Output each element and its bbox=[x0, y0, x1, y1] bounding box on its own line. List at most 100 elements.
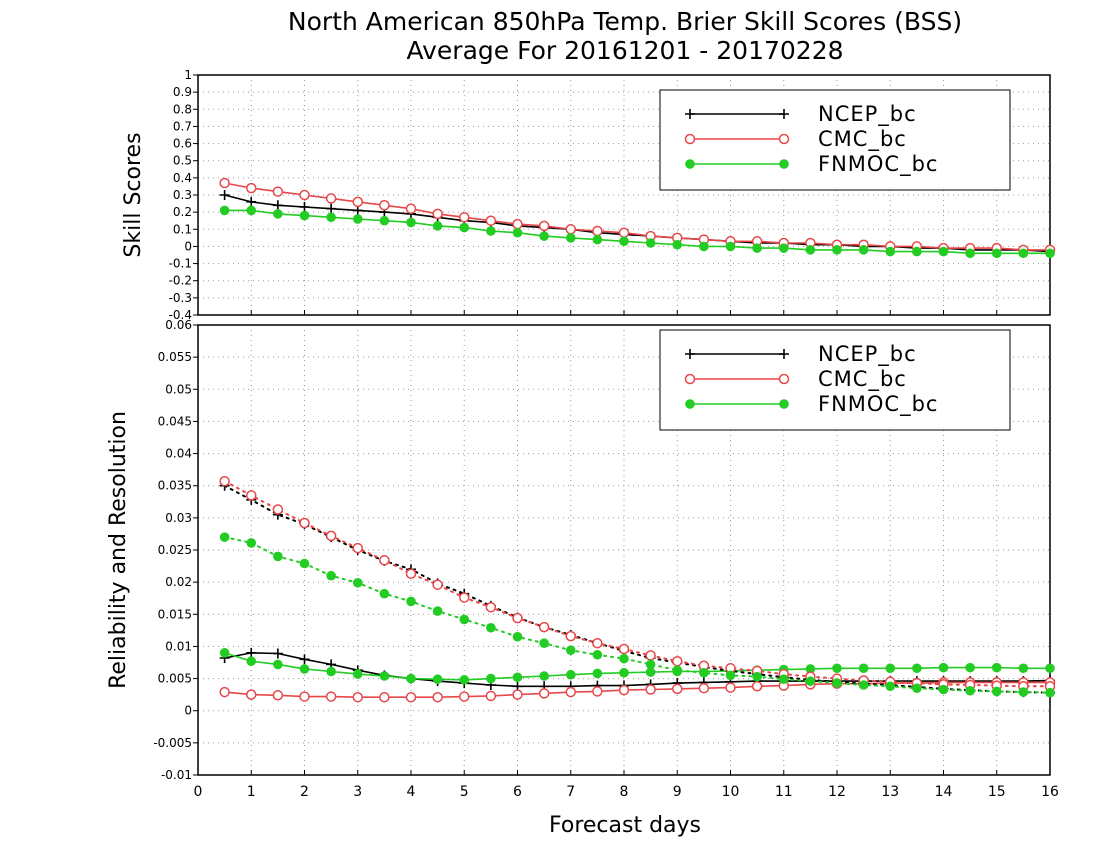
data-point bbox=[325, 530, 337, 542]
x-tick-label: 12 bbox=[828, 784, 846, 800]
data-point bbox=[832, 663, 842, 674]
data-point bbox=[299, 691, 310, 702]
legend-marker bbox=[685, 109, 695, 119]
series-cmc-bc-resolution bbox=[219, 475, 1056, 692]
data-point bbox=[299, 664, 310, 674]
data-point bbox=[379, 555, 390, 566]
data-point bbox=[885, 681, 896, 692]
x-tick-label: 4 bbox=[407, 784, 416, 800]
y-tick-label: 0.03 bbox=[165, 511, 192, 525]
y-tick-label: 0.04 bbox=[165, 447, 192, 461]
data-point bbox=[432, 221, 443, 231]
x-tick-label: 13 bbox=[881, 784, 899, 800]
data-point bbox=[326, 570, 336, 581]
x-tick-label: 3 bbox=[353, 784, 362, 800]
data-point bbox=[352, 577, 363, 588]
data-point bbox=[219, 177, 230, 189]
data-point bbox=[725, 670, 736, 681]
y-tick-label: 0.6 bbox=[173, 137, 192, 151]
data-point bbox=[273, 551, 283, 562]
legend-marker bbox=[685, 349, 695, 359]
data-point bbox=[326, 212, 336, 223]
data-point bbox=[912, 246, 922, 257]
data-point bbox=[406, 217, 416, 228]
data-point bbox=[912, 683, 922, 694]
data-point bbox=[273, 209, 283, 219]
data-point bbox=[512, 218, 523, 230]
data-point bbox=[751, 681, 763, 692]
data-point bbox=[805, 664, 816, 674]
data-point bbox=[592, 686, 603, 697]
legend-item: FNMOC_bc bbox=[685, 152, 938, 177]
data-point bbox=[246, 689, 257, 700]
y-tick-label: 0.015 bbox=[158, 607, 192, 621]
data-point bbox=[379, 588, 390, 599]
data-point bbox=[352, 196, 363, 208]
data-point bbox=[1045, 248, 1055, 259]
data-point bbox=[512, 227, 523, 238]
data-point bbox=[406, 596, 416, 607]
legend-label: NCEP_bc bbox=[818, 102, 917, 127]
y-tick-label: -0.1 bbox=[169, 257, 192, 271]
data-point bbox=[965, 685, 975, 696]
x-tick-label: 11 bbox=[775, 784, 793, 800]
data-point bbox=[219, 205, 230, 216]
y-tick-label: 0.05 bbox=[165, 382, 192, 396]
legend-item: NCEP_bc bbox=[685, 342, 917, 367]
data-point bbox=[486, 226, 496, 236]
series-line bbox=[223, 536, 1051, 694]
data-point bbox=[912, 663, 922, 674]
x-tick-label: 8 bbox=[620, 784, 629, 800]
data-point bbox=[619, 653, 629, 664]
data-point bbox=[592, 234, 603, 245]
y-tick-label: -0.005 bbox=[153, 736, 192, 750]
series-fnmoc-bc-reliability bbox=[219, 648, 1055, 685]
data-point bbox=[645, 659, 656, 670]
data-point bbox=[885, 663, 896, 674]
legend-label: NCEP_bc bbox=[818, 342, 917, 367]
data-point bbox=[485, 601, 497, 613]
legend-marker bbox=[778, 133, 790, 145]
y-axis-label: Skill Scores bbox=[121, 132, 146, 257]
x-tick-label: 5 bbox=[460, 784, 469, 800]
data-point bbox=[805, 676, 816, 686]
data-point bbox=[538, 220, 550, 232]
data-point bbox=[485, 690, 497, 702]
data-point bbox=[778, 674, 789, 685]
y-tick-label: 0.055 bbox=[158, 350, 192, 364]
data-point bbox=[459, 614, 470, 625]
data-point bbox=[379, 691, 390, 703]
data-point bbox=[885, 246, 896, 257]
data-point bbox=[272, 690, 284, 701]
y-tick-label: 0.1 bbox=[173, 222, 192, 236]
data-point bbox=[512, 631, 523, 642]
data-point bbox=[273, 659, 283, 670]
data-point bbox=[619, 236, 629, 247]
data-point bbox=[219, 686, 230, 698]
x-tick-label: 2 bbox=[300, 784, 309, 800]
data-point bbox=[539, 231, 549, 241]
legend-label: FNMOC_bc bbox=[818, 152, 938, 177]
data-point bbox=[379, 200, 390, 211]
x-axis-label: Forecast days bbox=[549, 813, 701, 838]
series-line bbox=[223, 484, 1051, 694]
data-point bbox=[698, 682, 710, 694]
data-point bbox=[352, 691, 363, 703]
data-point bbox=[1045, 687, 1055, 698]
series-line bbox=[224, 652, 1051, 688]
data-point bbox=[858, 663, 869, 674]
data-point bbox=[805, 245, 816, 255]
x-tick-label: 7 bbox=[566, 784, 575, 800]
legend-marker bbox=[684, 373, 696, 385]
data-point bbox=[965, 662, 975, 673]
data-point bbox=[459, 222, 470, 233]
y-tick-label: 0.9 bbox=[173, 85, 192, 99]
data-point bbox=[592, 225, 603, 237]
data-point bbox=[432, 208, 443, 220]
y-tick-label: 0.005 bbox=[158, 672, 192, 686]
data-point bbox=[538, 621, 550, 633]
data-point bbox=[645, 684, 656, 695]
data-point bbox=[672, 239, 683, 250]
y-tick-label: 0.06 bbox=[165, 318, 192, 332]
y-tick-label: -0.3 bbox=[169, 291, 192, 305]
